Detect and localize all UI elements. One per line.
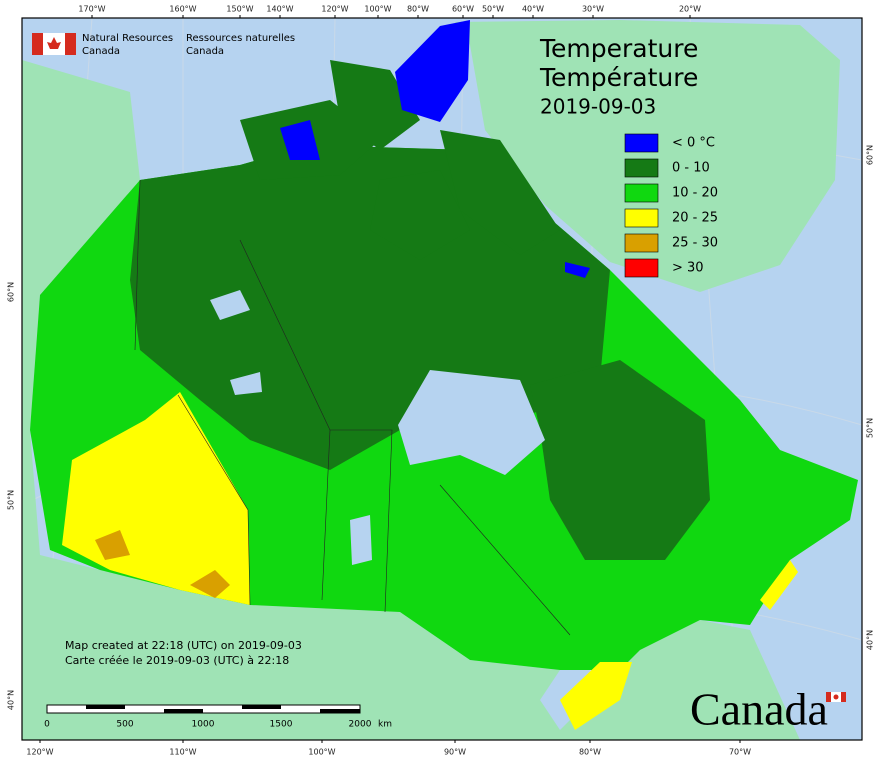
scale-label: 500 (116, 720, 133, 730)
header-en: Canada (82, 46, 120, 57)
wordmark-flag (826, 692, 846, 702)
longitude-label: 90°W (444, 748, 466, 757)
latitude-label: 50°N (866, 418, 875, 438)
legend-label: 0 - 10 (672, 161, 710, 176)
date: 2019-09-03 (540, 95, 656, 119)
longitude-label: 150°W (226, 5, 253, 14)
title: Température (539, 63, 698, 92)
region-20-25-east (560, 560, 798, 730)
longitude-label: 30°W (582, 5, 604, 14)
longitude-label: 100°W (364, 5, 391, 14)
longitude-label: 80°W (579, 748, 601, 757)
longitude-label: 120°W (321, 5, 348, 14)
scale-bar (46, 704, 361, 714)
longitude-label: 140°W (266, 5, 293, 14)
longitude-label: 60°W (452, 5, 474, 14)
longitude-label: 160°W (169, 5, 196, 14)
longitude-label: 120°W (26, 748, 53, 757)
scale-unit: km (378, 720, 392, 730)
legend-swatch (624, 133, 659, 153)
scale-label: 0 (44, 720, 50, 730)
longitude-label: 40°W (522, 5, 544, 14)
latitude-label: 40°N (866, 630, 875, 650)
hudson-bay (398, 370, 545, 475)
longitude-label: 20°W (679, 5, 701, 14)
region-below-0 (280, 20, 590, 278)
frame-border (21, 17, 863, 741)
region-25-30 (95, 530, 230, 598)
header-en: Natural Resources (82, 33, 173, 44)
longitude-label: 50°W (482, 5, 504, 14)
flag-small (32, 33, 76, 55)
legend-swatch (624, 208, 659, 228)
longitude-label: 110°W (169, 748, 196, 757)
legend-swatch (624, 183, 659, 203)
note: Carte créée le 2019-09-03 (UTC) à 22:18 (65, 654, 289, 667)
map-frame (21, 17, 863, 741)
note: Map created at 22:18 (UTC) on 2019-09-03 (65, 639, 302, 652)
lakes (210, 290, 372, 565)
wordmark: Canada (690, 684, 828, 735)
region-0-10-quebec (530, 360, 710, 560)
header-fr: Ressources naturelles (186, 33, 295, 44)
legend-label: > 30 (672, 261, 704, 276)
title: Temperature (539, 34, 698, 63)
longitude-label: 80°W (407, 5, 429, 14)
usa-land (22, 60, 800, 740)
legend-label: 10 - 20 (672, 186, 718, 201)
scale-label: 2000 (349, 720, 372, 730)
scale-label: 1500 (270, 720, 293, 730)
header-fr: Canada (186, 46, 224, 57)
latitude-label: 40°N (7, 690, 16, 710)
borders (134, 179, 571, 636)
latitude-label: 60°N (7, 282, 16, 302)
legend-label: 25 - 30 (672, 236, 718, 251)
legend-swatch (624, 233, 659, 253)
latitude-label: 50°N (7, 490, 16, 510)
legend-label: < 0 °C (672, 136, 715, 151)
latitude-label: 60°N (866, 145, 875, 165)
greenland (455, 20, 840, 292)
longitude-label: 70°W (729, 748, 751, 757)
legend-swatch (624, 158, 659, 178)
legend-label: 20 - 25 (672, 211, 718, 226)
longitude-label: 170°W (78, 5, 105, 14)
scale-label: 1000 (192, 720, 215, 730)
arctic-islands (240, 60, 560, 260)
longitude-label: 100°W (308, 748, 335, 757)
legend-swatch (624, 258, 659, 278)
